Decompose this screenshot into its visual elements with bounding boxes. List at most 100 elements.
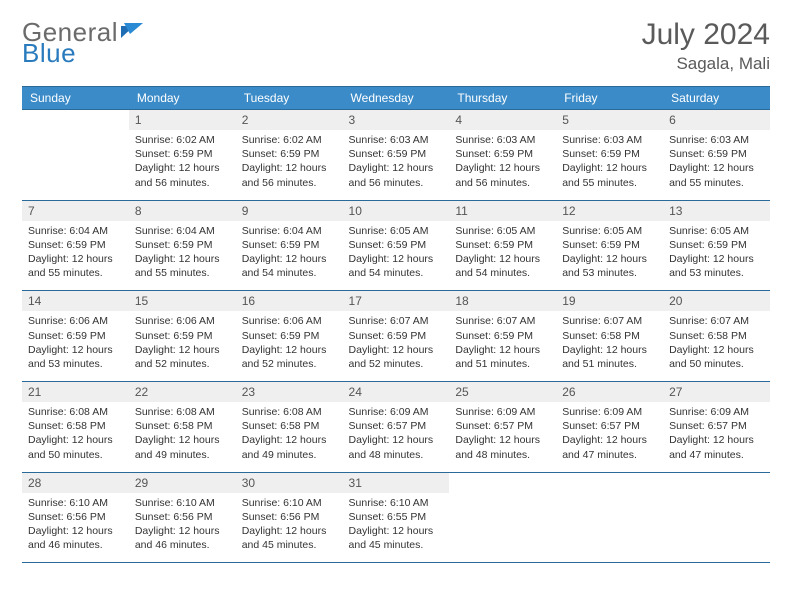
day-header: Friday	[556, 87, 663, 110]
day-header: Thursday	[449, 87, 556, 110]
day-details: Sunrise: 6:10 AMSunset: 6:56 PMDaylight:…	[129, 493, 236, 563]
day-number: 15	[129, 291, 236, 311]
day-number: 7	[22, 201, 129, 221]
calendar-cell: 8Sunrise: 6:04 AMSunset: 6:59 PMDaylight…	[129, 200, 236, 291]
calendar-week-row: 21Sunrise: 6:08 AMSunset: 6:58 PMDayligh…	[22, 382, 770, 473]
day-number: 6	[663, 110, 770, 130]
day-details: Sunrise: 6:08 AMSunset: 6:58 PMDaylight:…	[22, 402, 129, 472]
calendar-week-row: 28Sunrise: 6:10 AMSunset: 6:56 PMDayligh…	[22, 472, 770, 563]
calendar-cell: 20Sunrise: 6:07 AMSunset: 6:58 PMDayligh…	[663, 291, 770, 382]
calendar-cell	[556, 472, 663, 563]
day-header: Wednesday	[343, 87, 450, 110]
day-number: 31	[343, 473, 450, 493]
calendar-cell: 15Sunrise: 6:06 AMSunset: 6:59 PMDayligh…	[129, 291, 236, 382]
day-details: Sunrise: 6:03 AMSunset: 6:59 PMDaylight:…	[556, 130, 663, 200]
calendar-cell	[663, 472, 770, 563]
day-number: 11	[449, 201, 556, 221]
day-details: Sunrise: 6:10 AMSunset: 6:56 PMDaylight:…	[22, 493, 129, 563]
calendar-cell: 4Sunrise: 6:03 AMSunset: 6:59 PMDaylight…	[449, 110, 556, 201]
day-header: Monday	[129, 87, 236, 110]
day-number: 2	[236, 110, 343, 130]
brand-part2: Blue	[22, 41, 143, 66]
calendar-cell: 7Sunrise: 6:04 AMSunset: 6:59 PMDaylight…	[22, 200, 129, 291]
calendar-cell: 3Sunrise: 6:03 AMSunset: 6:59 PMDaylight…	[343, 110, 450, 201]
day-details: Sunrise: 6:06 AMSunset: 6:59 PMDaylight:…	[129, 311, 236, 381]
calendar-week-row: 14Sunrise: 6:06 AMSunset: 6:59 PMDayligh…	[22, 291, 770, 382]
day-number: 16	[236, 291, 343, 311]
day-number: 21	[22, 382, 129, 402]
calendar-cell: 30Sunrise: 6:10 AMSunset: 6:56 PMDayligh…	[236, 472, 343, 563]
day-number: 29	[129, 473, 236, 493]
day-details: Sunrise: 6:09 AMSunset: 6:57 PMDaylight:…	[343, 402, 450, 472]
day-details: Sunrise: 6:07 AMSunset: 6:58 PMDaylight:…	[556, 311, 663, 381]
calendar-cell: 6Sunrise: 6:03 AMSunset: 6:59 PMDaylight…	[663, 110, 770, 201]
day-details: Sunrise: 6:05 AMSunset: 6:59 PMDaylight:…	[663, 221, 770, 291]
calendar-cell: 16Sunrise: 6:06 AMSunset: 6:59 PMDayligh…	[236, 291, 343, 382]
calendar-cell: 12Sunrise: 6:05 AMSunset: 6:59 PMDayligh…	[556, 200, 663, 291]
day-number: 3	[343, 110, 450, 130]
day-details: Sunrise: 6:04 AMSunset: 6:59 PMDaylight:…	[129, 221, 236, 291]
day-number: 28	[22, 473, 129, 493]
location-label: Sagala, Mali	[642, 54, 770, 74]
calendar-cell: 31Sunrise: 6:10 AMSunset: 6:55 PMDayligh…	[343, 472, 450, 563]
calendar-cell: 22Sunrise: 6:08 AMSunset: 6:58 PMDayligh…	[129, 382, 236, 473]
day-details: Sunrise: 6:03 AMSunset: 6:59 PMDaylight:…	[343, 130, 450, 200]
calendar-cell: 26Sunrise: 6:09 AMSunset: 6:57 PMDayligh…	[556, 382, 663, 473]
day-details: Sunrise: 6:07 AMSunset: 6:58 PMDaylight:…	[663, 311, 770, 381]
calendar-table: SundayMondayTuesdayWednesdayThursdayFrid…	[22, 86, 770, 563]
day-details: Sunrise: 6:05 AMSunset: 6:59 PMDaylight:…	[449, 221, 556, 291]
day-header: Tuesday	[236, 87, 343, 110]
day-details: Sunrise: 6:07 AMSunset: 6:59 PMDaylight:…	[343, 311, 450, 381]
day-number: 10	[343, 201, 450, 221]
calendar-cell: 19Sunrise: 6:07 AMSunset: 6:58 PMDayligh…	[556, 291, 663, 382]
day-number: 30	[236, 473, 343, 493]
day-details: Sunrise: 6:08 AMSunset: 6:58 PMDaylight:…	[129, 402, 236, 472]
day-details: Sunrise: 6:04 AMSunset: 6:59 PMDaylight:…	[236, 221, 343, 291]
day-details: Sunrise: 6:02 AMSunset: 6:59 PMDaylight:…	[129, 130, 236, 200]
calendar-cell: 14Sunrise: 6:06 AMSunset: 6:59 PMDayligh…	[22, 291, 129, 382]
day-details: Sunrise: 6:03 AMSunset: 6:59 PMDaylight:…	[449, 130, 556, 200]
day-details: Sunrise: 6:06 AMSunset: 6:59 PMDaylight:…	[236, 311, 343, 381]
month-title: July 2024	[642, 18, 770, 52]
day-details: Sunrise: 6:06 AMSunset: 6:59 PMDaylight:…	[22, 311, 129, 381]
calendar-cell: 13Sunrise: 6:05 AMSunset: 6:59 PMDayligh…	[663, 200, 770, 291]
calendar-cell: 24Sunrise: 6:09 AMSunset: 6:57 PMDayligh…	[343, 382, 450, 473]
day-number: 27	[663, 382, 770, 402]
day-header-row: SundayMondayTuesdayWednesdayThursdayFrid…	[22, 87, 770, 110]
flag-icon	[121, 18, 143, 43]
calendar-cell: 1Sunrise: 6:02 AMSunset: 6:59 PMDaylight…	[129, 110, 236, 201]
day-number: 25	[449, 382, 556, 402]
day-header: Sunday	[22, 87, 129, 110]
day-details: Sunrise: 6:03 AMSunset: 6:59 PMDaylight:…	[663, 130, 770, 200]
day-number: 18	[449, 291, 556, 311]
calendar-body: 1Sunrise: 6:02 AMSunset: 6:59 PMDaylight…	[22, 110, 770, 563]
title-block: July 2024 Sagala, Mali	[642, 18, 770, 74]
day-number: 24	[343, 382, 450, 402]
brand-logo: GeneralBlue	[22, 18, 143, 65]
day-details: Sunrise: 6:09 AMSunset: 6:57 PMDaylight:…	[449, 402, 556, 472]
day-details: Sunrise: 6:10 AMSunset: 6:56 PMDaylight:…	[236, 493, 343, 563]
calendar-cell: 9Sunrise: 6:04 AMSunset: 6:59 PMDaylight…	[236, 200, 343, 291]
day-details: Sunrise: 6:10 AMSunset: 6:55 PMDaylight:…	[343, 493, 450, 563]
day-number: 19	[556, 291, 663, 311]
day-details: Sunrise: 6:09 AMSunset: 6:57 PMDaylight:…	[663, 402, 770, 472]
calendar-cell: 21Sunrise: 6:08 AMSunset: 6:58 PMDayligh…	[22, 382, 129, 473]
day-number: 26	[556, 382, 663, 402]
day-details: Sunrise: 6:02 AMSunset: 6:59 PMDaylight:…	[236, 130, 343, 200]
day-number: 22	[129, 382, 236, 402]
day-number: 8	[129, 201, 236, 221]
calendar-page: GeneralBlue July 2024 Sagala, Mali Sunda…	[0, 0, 792, 563]
day-details: Sunrise: 6:09 AMSunset: 6:57 PMDaylight:…	[556, 402, 663, 472]
calendar-cell: 28Sunrise: 6:10 AMSunset: 6:56 PMDayligh…	[22, 472, 129, 563]
day-number: 1	[129, 110, 236, 130]
day-number: 5	[556, 110, 663, 130]
calendar-week-row: 7Sunrise: 6:04 AMSunset: 6:59 PMDaylight…	[22, 200, 770, 291]
day-number: 17	[343, 291, 450, 311]
calendar-cell: 2Sunrise: 6:02 AMSunset: 6:59 PMDaylight…	[236, 110, 343, 201]
day-number: 12	[556, 201, 663, 221]
calendar-cell	[449, 472, 556, 563]
day-number: 13	[663, 201, 770, 221]
calendar-cell: 17Sunrise: 6:07 AMSunset: 6:59 PMDayligh…	[343, 291, 450, 382]
day-number: 20	[663, 291, 770, 311]
calendar-head: SundayMondayTuesdayWednesdayThursdayFrid…	[22, 87, 770, 110]
